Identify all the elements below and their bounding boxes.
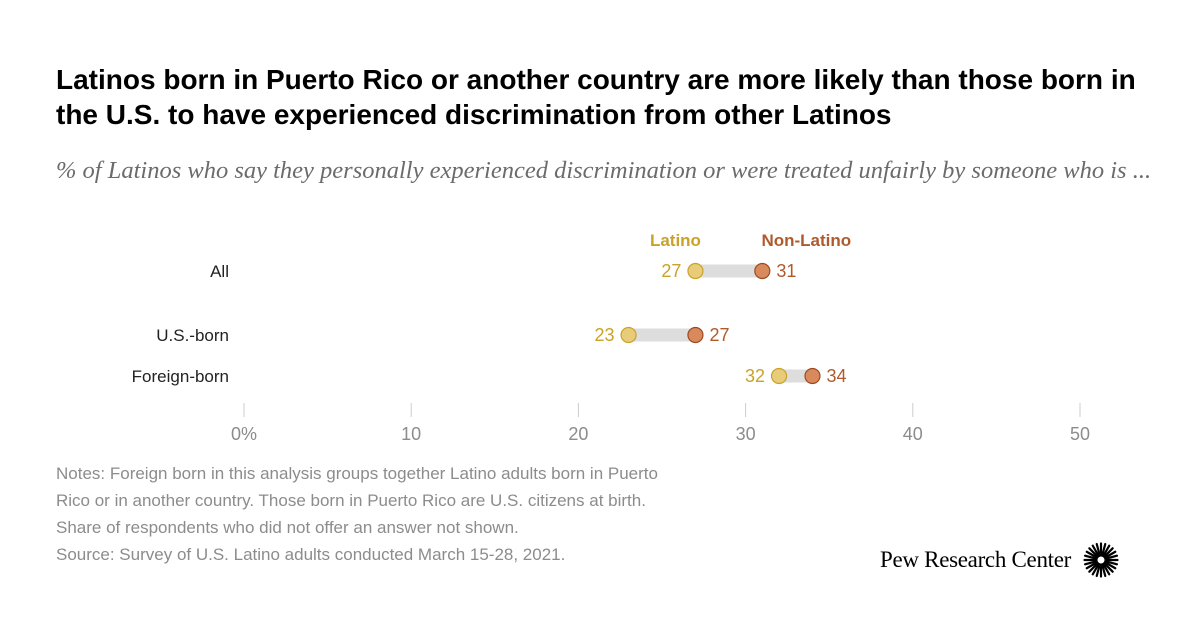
x-tick-label: 0% [231,424,257,444]
plot-rows: All 27 31 U.S.-born 23 27 Foreign-born 32 34 [132,261,847,386]
sunburst-ray [1083,554,1098,560]
latino-dot [687,262,704,280]
x-tick-label: 30 [736,424,756,444]
sunburst-ray [1091,562,1100,576]
latino-dot [770,367,788,385]
latino-dot [620,326,637,344]
chart-legend: Latino Non-Latino [650,231,851,250]
x-tick-label: 10 [401,424,421,444]
latino-value-label: 27 [661,261,681,281]
sunburst-ray [1095,542,1101,557]
chart-title: Latinos born in Puerto Rico or another c… [56,64,1136,130]
sunburst-ray [1083,560,1098,566]
non-latino-value-label: 27 [709,325,729,345]
category-label: Foreign-born [132,367,229,386]
sunburst-ray [1085,550,1099,559]
pew-sunburst-icon [1083,542,1119,578]
legend-non-latino: Non-Latino [761,231,851,250]
x-tick-label: 20 [568,424,588,444]
sunburst-ray [1103,550,1117,559]
logo-text: Pew Research Center [880,547,1072,572]
chart-notes: Notes: Foreign born in this analysis gro… [56,460,856,568]
notes-line: Notes: Foreign born in this analysis gro… [56,464,658,483]
sunburst-ray [1088,562,1099,573]
x-tick-label: 50 [1070,424,1090,444]
pew-logo: Pew Research Center [880,542,1119,578]
sunburst-ray [1088,547,1099,558]
sunburst-ray [1101,542,1107,557]
non-latino-dot [804,367,821,385]
sunburst-ray [1102,544,1111,558]
chart-subtitle: % of Latinos who say they personally exp… [56,157,1152,184]
sunburst-ray [1102,562,1111,576]
sunburst-ray [1104,560,1119,566]
legend-latino: Latino [650,231,701,250]
x-axis: 0% 10 20 30 40 50 [231,403,1090,444]
sunburst-ray [1104,554,1119,560]
sunburst-ray [1103,561,1117,570]
non-latino-value-label: 34 [826,366,846,386]
category-label: All [210,262,229,281]
sunburst-ray [1095,563,1101,578]
sunburst-ray [1103,547,1114,558]
notes-line: Rico or in another country. Those born i… [56,491,646,510]
latino-value-label: 23 [595,325,615,345]
category-label: U.S.-born [156,326,229,345]
x-tick-label: 40 [903,424,923,444]
non-latino-dot [754,262,771,280]
sunburst-ray [1085,561,1099,570]
sunburst-ray [1091,544,1100,558]
source-line: Source: Survey of U.S. Latino adults con… [56,545,566,564]
sunburst-ray [1103,562,1114,573]
notes-line: Share of respondents who did not offer a… [56,518,519,537]
non-latino-dot [687,326,704,344]
latino-value-label: 32 [745,366,765,386]
non-latino-value-label: 31 [776,261,796,281]
sunburst-ray [1101,563,1107,578]
